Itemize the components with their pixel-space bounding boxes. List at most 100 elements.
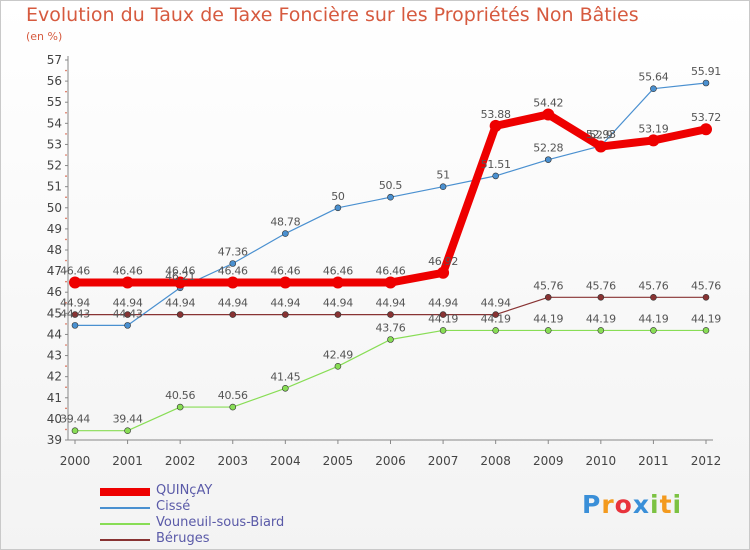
y-minor-dot bbox=[65, 386, 67, 389]
data-point bbox=[334, 311, 342, 318]
data-point bbox=[71, 311, 79, 318]
data-point bbox=[700, 123, 712, 136]
data-label: 46.46 bbox=[60, 265, 90, 278]
y-minor-dot bbox=[65, 365, 67, 367]
y-minor-dot bbox=[65, 69, 67, 72]
logo-letter: r bbox=[601, 490, 615, 519]
y-tick-label: 46 bbox=[47, 285, 62, 299]
y-tick-label: 49 bbox=[47, 222, 62, 236]
legend-label-quincay: QUINçAY bbox=[156, 483, 213, 498]
data-label: 44.19 bbox=[481, 312, 511, 325]
data-label: 44.43 bbox=[113, 307, 143, 320]
data-label: 39.44 bbox=[113, 413, 143, 426]
y-tick-label: 42 bbox=[47, 370, 62, 384]
data-point bbox=[124, 311, 131, 318]
data-label: 39.44 bbox=[60, 413, 90, 426]
y-minor-dot bbox=[65, 111, 67, 114]
data-point bbox=[544, 327, 552, 334]
x-tick-label: 2006 bbox=[375, 454, 406, 468]
data-label: 46.46 bbox=[218, 265, 248, 278]
y-tick-label: 48 bbox=[47, 243, 62, 257]
logo-letter: t bbox=[659, 490, 673, 519]
data-point bbox=[334, 363, 342, 370]
data-point bbox=[437, 266, 450, 279]
data-point bbox=[597, 327, 605, 334]
data-label: 46.46 bbox=[270, 265, 300, 278]
data-point bbox=[384, 276, 397, 289]
data-point bbox=[387, 311, 394, 318]
data-label: 41.45 bbox=[270, 370, 300, 383]
data-point bbox=[229, 311, 237, 318]
data-point bbox=[226, 276, 239, 289]
data-point bbox=[542, 108, 555, 121]
data-point bbox=[229, 403, 237, 411]
data-label: 45.76 bbox=[638, 279, 668, 292]
data-label: 50 bbox=[331, 190, 345, 203]
data-point bbox=[176, 311, 184, 318]
data-label: 48.78 bbox=[270, 216, 300, 229]
data-point bbox=[176, 403, 184, 411]
x-tick-label: 2005 bbox=[323, 454, 354, 468]
data-label: 54.42 bbox=[533, 96, 563, 109]
data-label: 44.19 bbox=[691, 312, 721, 325]
legend-swatch-quincay bbox=[100, 488, 150, 496]
legend-swatch-cisse bbox=[100, 507, 150, 509]
data-label: 44.19 bbox=[533, 312, 563, 325]
data-point bbox=[702, 327, 710, 334]
x-tick-label: 2000 bbox=[60, 454, 91, 468]
data-point bbox=[282, 230, 289, 237]
legend-swatch-vouneuil bbox=[100, 523, 150, 525]
y-minor-dot bbox=[65, 175, 67, 177]
data-point bbox=[594, 140, 607, 153]
data-point bbox=[71, 322, 79, 329]
data-label: 42.49 bbox=[323, 348, 353, 361]
data-label: 44.94 bbox=[376, 297, 406, 310]
y-minor-dot bbox=[65, 407, 67, 410]
y-minor-dot bbox=[65, 154, 67, 156]
data-label: 44.94 bbox=[323, 297, 353, 310]
data-label: 46.46 bbox=[376, 265, 406, 278]
x-tick-label: 2010 bbox=[586, 454, 617, 468]
data-label: 44.19 bbox=[638, 312, 668, 325]
y-minor-dot bbox=[65, 280, 67, 283]
y-minor-dot bbox=[65, 238, 67, 241]
data-point bbox=[387, 193, 394, 201]
data-label: 40.56 bbox=[165, 389, 195, 402]
data-label: 45.76 bbox=[533, 279, 563, 292]
data-point bbox=[650, 293, 657, 301]
data-point bbox=[492, 311, 499, 318]
logo-letter: x bbox=[632, 490, 650, 519]
data-label: 55.91 bbox=[691, 65, 721, 78]
y-tick-label: 43 bbox=[47, 349, 62, 363]
data-point bbox=[121, 276, 134, 289]
chart-subtitle: (en %) bbox=[26, 30, 63, 43]
data-point bbox=[71, 427, 79, 435]
y-minor-dot bbox=[65, 196, 67, 199]
data-label: 50.5 bbox=[379, 179, 403, 192]
data-label: 40.56 bbox=[218, 389, 248, 402]
logo-letter: i bbox=[650, 490, 660, 519]
data-point bbox=[174, 276, 187, 289]
y-tick-label: 50 bbox=[47, 201, 62, 215]
data-label: 46.21 bbox=[165, 270, 195, 283]
data-label: 44.94 bbox=[113, 297, 143, 310]
data-point bbox=[492, 172, 499, 180]
legend-label-cisse: Cissé bbox=[156, 499, 191, 514]
data-point bbox=[647, 134, 660, 147]
y-tick-label: 55 bbox=[47, 95, 62, 109]
data-point bbox=[69, 276, 81, 289]
data-label: 44.94 bbox=[60, 297, 90, 310]
logo-letter: o bbox=[614, 490, 633, 519]
x-tick-label: 2003 bbox=[217, 454, 248, 468]
y-minor-dot bbox=[65, 90, 67, 93]
data-label: 55.64 bbox=[638, 71, 668, 84]
data-point bbox=[489, 119, 502, 132]
y-tick-label: 54 bbox=[47, 116, 62, 130]
legend-label-beruges: Béruges bbox=[156, 531, 210, 546]
data-point bbox=[279, 276, 292, 289]
y-tick-label: 39 bbox=[47, 433, 62, 447]
x-tick-label: 2011 bbox=[638, 454, 669, 468]
y-minor-dot bbox=[65, 323, 67, 325]
data-label: 46.46 bbox=[165, 265, 195, 278]
